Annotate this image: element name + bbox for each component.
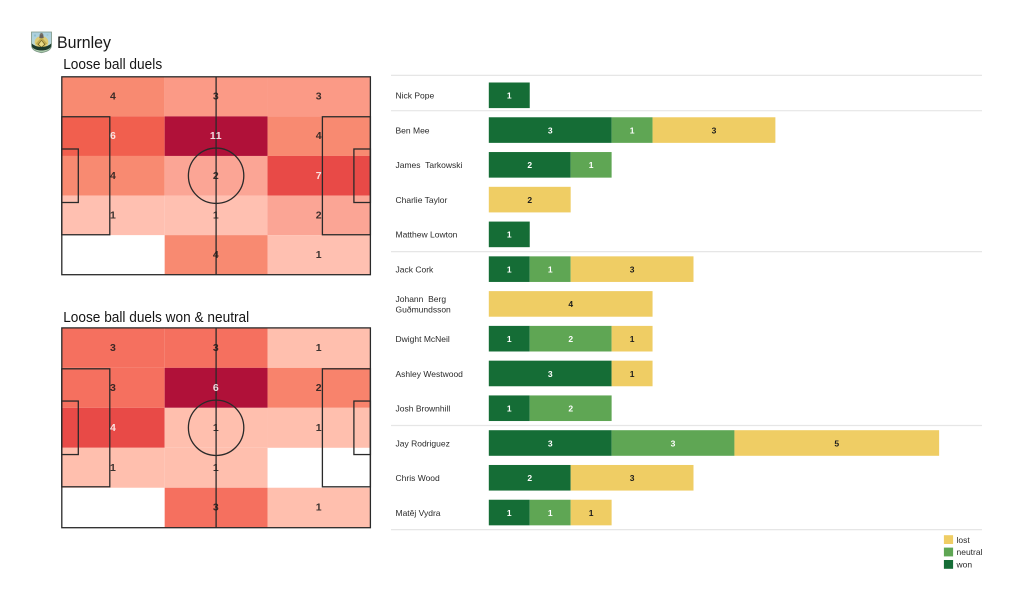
svg-text:1: 1 [316, 342, 323, 354]
svg-text:1: 1 [110, 462, 117, 474]
svg-text:1: 1 [213, 462, 220, 474]
svg-text:Burnley: Burnley [57, 34, 112, 52]
svg-text:1: 1 [507, 404, 512, 414]
svg-text:Guðmundsson: Guðmundsson [396, 304, 452, 314]
svg-text:Nick Pope: Nick Pope [396, 91, 435, 101]
svg-text:3: 3 [213, 91, 220, 103]
svg-text:lost: lost [957, 535, 971, 545]
svg-text:7: 7 [316, 170, 323, 182]
svg-text:3: 3 [548, 369, 553, 379]
svg-text:3: 3 [213, 342, 220, 354]
svg-text:3: 3 [630, 264, 635, 274]
svg-text:11: 11 [210, 130, 223, 142]
svg-text:Charlie Taylor: Charlie Taylor [396, 195, 448, 205]
svg-text:Loose ball duels won & neutral: Loose ball duels won & neutral [63, 310, 249, 326]
svg-text:6: 6 [213, 382, 220, 394]
svg-text:3: 3 [548, 438, 553, 448]
svg-text:3: 3 [213, 502, 220, 514]
svg-text:Josh Brownhill: Josh Brownhill [396, 404, 451, 414]
svg-text:3: 3 [630, 473, 635, 483]
svg-text:1: 1 [316, 422, 323, 434]
svg-text:1: 1 [589, 508, 594, 518]
svg-text:neutral: neutral [957, 547, 983, 557]
svg-text:2: 2 [527, 195, 532, 205]
svg-text:Matthew Lowton: Matthew Lowton [396, 230, 458, 240]
svg-text:won: won [956, 560, 973, 570]
svg-text:1: 1 [507, 264, 512, 274]
svg-text:1: 1 [589, 160, 594, 170]
svg-text:2: 2 [568, 404, 573, 414]
svg-text:Jay Rodriguez: Jay Rodriguez [396, 438, 450, 448]
svg-text:1: 1 [213, 209, 220, 221]
svg-text:1: 1 [548, 508, 553, 518]
svg-text:1: 1 [507, 91, 512, 101]
svg-text:4: 4 [110, 170, 117, 182]
svg-text:2: 2 [316, 209, 323, 221]
svg-text:Ashley Westwood: Ashley Westwood [396, 369, 464, 379]
svg-text:4: 4 [213, 249, 220, 261]
svg-text:1: 1 [507, 334, 512, 344]
svg-text:2: 2 [527, 473, 532, 483]
svg-text:4: 4 [110, 422, 117, 434]
svg-text:3: 3 [110, 382, 117, 394]
svg-text:3: 3 [712, 125, 717, 135]
svg-text:3: 3 [548, 125, 553, 135]
svg-text:1: 1 [630, 125, 635, 135]
svg-text:4: 4 [110, 91, 117, 103]
svg-text:Ben Mee: Ben Mee [396, 125, 430, 135]
svg-text:Johann Berg: Johann Berg [396, 294, 447, 304]
svg-text:1: 1 [213, 422, 220, 434]
svg-text:James Tarkowski: James Tarkowski [396, 160, 463, 170]
svg-text:Loose ball duels: Loose ball duels [63, 57, 162, 73]
svg-text:1: 1 [316, 249, 323, 261]
svg-text:1: 1 [548, 264, 553, 274]
svg-text:4: 4 [316, 130, 323, 142]
svg-text:1: 1 [316, 502, 323, 514]
svg-text:3: 3 [110, 342, 117, 354]
svg-text:1: 1 [507, 230, 512, 240]
svg-text:6: 6 [110, 130, 117, 142]
svg-text:5: 5 [834, 438, 839, 448]
svg-text:2: 2 [213, 170, 220, 182]
svg-text:3: 3 [671, 438, 676, 448]
svg-text:1: 1 [630, 334, 635, 344]
svg-text:1: 1 [507, 508, 512, 518]
svg-text:2: 2 [316, 382, 323, 394]
svg-text:4: 4 [568, 299, 573, 309]
svg-text:Jack Cork: Jack Cork [396, 264, 435, 274]
svg-text:2: 2 [527, 160, 532, 170]
svg-text:Matěj Vydra: Matěj Vydra [396, 508, 441, 518]
svg-text:Chris Wood: Chris Wood [396, 473, 441, 483]
svg-text:1: 1 [630, 369, 635, 379]
svg-text:Dwight McNeil: Dwight McNeil [396, 334, 450, 344]
svg-text:1: 1 [110, 209, 117, 221]
svg-text:2: 2 [568, 334, 573, 344]
svg-text:3: 3 [316, 91, 323, 103]
